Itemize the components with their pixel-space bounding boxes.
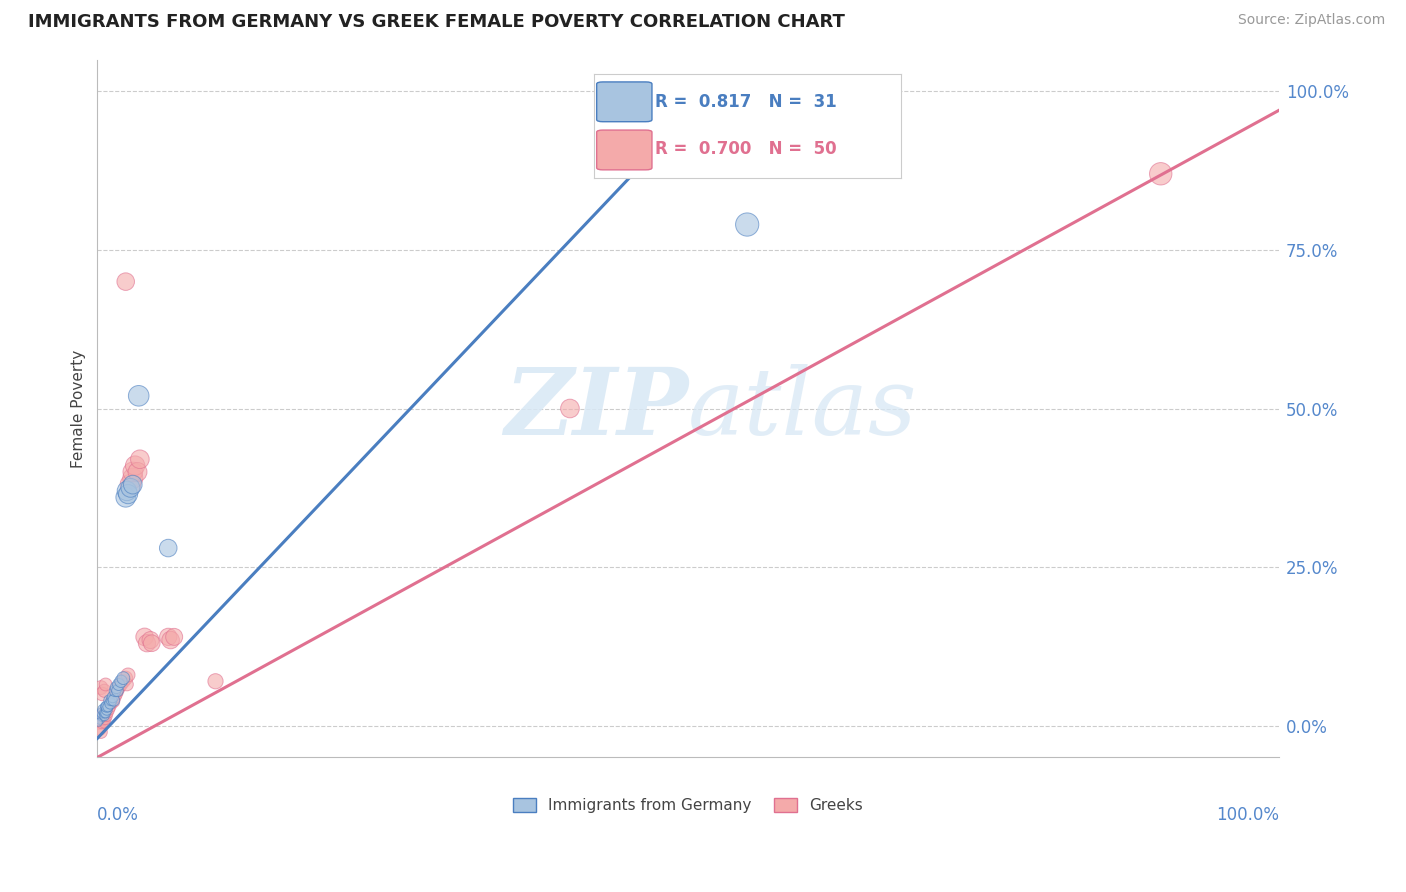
Point <box>93 709 115 723</box>
Point <box>121 471 143 485</box>
Point <box>93 715 115 730</box>
Point <box>98 703 121 717</box>
Point <box>141 636 163 650</box>
Point <box>91 706 114 720</box>
Point <box>157 541 180 555</box>
Point <box>98 699 121 714</box>
Point <box>110 674 132 689</box>
Point <box>91 709 114 723</box>
Point <box>91 706 114 720</box>
Y-axis label: Female Poverty: Female Poverty <box>72 350 86 467</box>
Point <box>121 465 143 479</box>
Point <box>103 693 125 707</box>
Point <box>735 218 758 232</box>
Point <box>87 715 110 730</box>
Point <box>112 674 135 689</box>
Point <box>127 465 149 479</box>
Point <box>128 389 150 403</box>
Point <box>93 706 115 720</box>
Point <box>558 401 581 416</box>
Point <box>120 481 142 495</box>
Point <box>101 690 124 705</box>
Point <box>204 674 226 689</box>
Point <box>91 687 114 701</box>
Point <box>107 683 129 698</box>
Point <box>107 683 129 698</box>
Point <box>91 703 114 717</box>
Point <box>89 712 111 726</box>
Point <box>1150 167 1173 181</box>
Point <box>91 712 114 726</box>
Text: Source: ZipAtlas.com: Source: ZipAtlas.com <box>1237 13 1385 28</box>
Point <box>115 677 138 691</box>
Point <box>94 706 117 720</box>
Legend: Immigrants from Germany, Greeks: Immigrants from Germany, Greeks <box>506 792 869 820</box>
Point <box>90 725 112 739</box>
Point <box>97 706 120 720</box>
Point <box>90 712 112 726</box>
Point <box>98 697 121 711</box>
Point <box>120 477 142 491</box>
Point <box>117 487 139 501</box>
Point <box>163 630 186 644</box>
Point <box>90 681 112 695</box>
Text: atlas: atlas <box>688 364 918 453</box>
Point <box>117 668 139 682</box>
Point <box>96 703 118 717</box>
Point <box>159 633 181 648</box>
Point <box>89 715 111 730</box>
Point <box>89 722 111 736</box>
Point <box>157 630 180 644</box>
Point <box>100 693 122 707</box>
Point <box>91 715 114 730</box>
Point <box>107 681 129 695</box>
Point <box>93 683 115 698</box>
Point <box>110 677 132 691</box>
Point <box>94 706 117 720</box>
Point <box>104 690 127 705</box>
Point <box>101 693 124 707</box>
Text: 0.0%: 0.0% <box>97 806 139 824</box>
Point <box>105 681 128 695</box>
Point <box>94 677 117 691</box>
Point <box>114 275 136 289</box>
Point <box>136 636 159 650</box>
Point <box>121 477 143 491</box>
Point <box>103 695 125 709</box>
Point <box>139 633 162 648</box>
Text: IMMIGRANTS FROM GERMANY VS GREEK FEMALE POVERTY CORRELATION CHART: IMMIGRANTS FROM GERMANY VS GREEK FEMALE … <box>28 13 845 31</box>
Point <box>96 699 118 714</box>
Point <box>93 709 115 723</box>
Point <box>115 483 138 498</box>
Point <box>114 671 136 685</box>
Point <box>114 491 136 505</box>
Point <box>112 671 135 685</box>
Text: ZIP: ZIP <box>503 364 688 453</box>
Point <box>100 697 122 711</box>
Point <box>96 709 118 723</box>
Point <box>94 699 117 714</box>
Point <box>91 709 114 723</box>
Point <box>134 630 156 644</box>
Point <box>124 458 146 473</box>
Point <box>96 703 118 717</box>
Point <box>94 712 117 726</box>
Point <box>107 677 129 691</box>
Text: 100.0%: 100.0% <box>1216 806 1279 824</box>
Point <box>97 699 120 714</box>
Point <box>105 687 128 701</box>
Point <box>104 683 127 698</box>
Point <box>128 452 150 467</box>
Point <box>98 693 121 707</box>
